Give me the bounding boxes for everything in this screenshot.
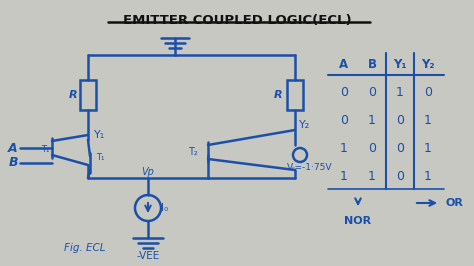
Text: 0: 0 bbox=[396, 171, 404, 184]
Text: 1: 1 bbox=[396, 86, 404, 99]
Text: I₀: I₀ bbox=[161, 203, 169, 213]
Text: Vᵣ=-1·75V: Vᵣ=-1·75V bbox=[287, 164, 333, 172]
Text: 1: 1 bbox=[368, 114, 376, 127]
FancyBboxPatch shape bbox=[80, 80, 96, 110]
Text: 0: 0 bbox=[396, 143, 404, 156]
Text: Y₂: Y₂ bbox=[421, 59, 435, 72]
Text: R: R bbox=[273, 90, 282, 100]
Text: 0: 0 bbox=[368, 143, 376, 156]
Text: Y₁: Y₁ bbox=[94, 130, 106, 140]
Text: Vp: Vp bbox=[142, 167, 155, 177]
Text: A: A bbox=[8, 142, 18, 155]
Text: T₁: T₁ bbox=[41, 146, 49, 155]
Text: 0: 0 bbox=[396, 114, 404, 127]
Text: OR: OR bbox=[446, 198, 464, 208]
Text: 1: 1 bbox=[424, 114, 432, 127]
Text: Y₂: Y₂ bbox=[300, 120, 310, 130]
Text: NOR: NOR bbox=[345, 216, 372, 226]
Text: B: B bbox=[367, 59, 376, 72]
Text: -VEE: -VEE bbox=[137, 251, 160, 261]
Text: 1: 1 bbox=[424, 143, 432, 156]
Circle shape bbox=[135, 195, 161, 221]
Text: T₂: T₂ bbox=[188, 147, 198, 157]
Text: 1: 1 bbox=[424, 171, 432, 184]
Text: 0: 0 bbox=[368, 86, 376, 99]
Text: A: A bbox=[339, 59, 348, 72]
Text: 0: 0 bbox=[340, 86, 348, 99]
Text: Y₁: Y₁ bbox=[393, 59, 407, 72]
Text: T₁: T₁ bbox=[96, 153, 104, 163]
Text: EMITTER COUPLED LOGIC(ECL): EMITTER COUPLED LOGIC(ECL) bbox=[123, 14, 351, 27]
FancyBboxPatch shape bbox=[287, 80, 303, 110]
Text: 0: 0 bbox=[340, 114, 348, 127]
Text: 0: 0 bbox=[424, 86, 432, 99]
Text: 1: 1 bbox=[340, 171, 348, 184]
Text: Fig. ECL: Fig. ECL bbox=[64, 243, 106, 253]
Text: R: R bbox=[69, 90, 77, 100]
Text: 1: 1 bbox=[340, 143, 348, 156]
Text: 1: 1 bbox=[368, 171, 376, 184]
Circle shape bbox=[293, 148, 307, 162]
Text: B: B bbox=[8, 156, 18, 169]
